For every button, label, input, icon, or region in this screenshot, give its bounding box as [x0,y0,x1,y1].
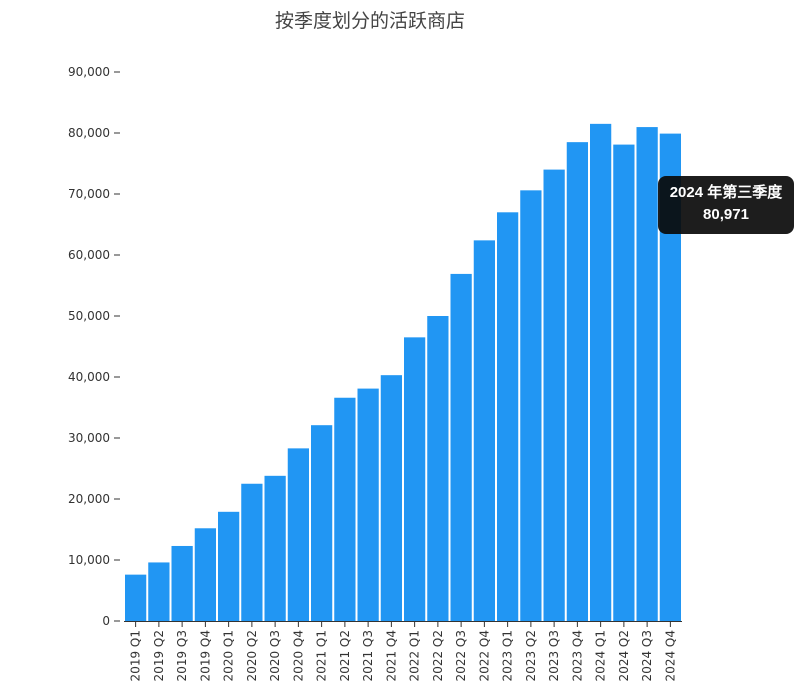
bar [334,397,356,621]
y-tick-label: 10,000 [68,553,110,567]
bar [311,425,333,621]
bar [148,562,170,621]
bar [287,448,309,621]
y-tick-label: 80,000 [68,126,110,140]
bar [194,528,216,621]
x-tick-label: 2022 Q4 [477,630,491,681]
y-tick-label: 20,000 [68,492,110,506]
x-tick-label: 2019 Q2 [152,630,166,681]
bar [613,144,635,621]
bar [659,133,681,622]
x-tick-label: 2019 Q4 [198,630,212,681]
x-tick-label: 2019 Q3 [175,630,189,681]
x-tick-label: 2021 Q3 [361,630,375,681]
y-tick-label: 60,000 [68,248,110,262]
y-tick-label: 30,000 [68,431,110,445]
x-tick-label: 2023 Q2 [524,630,538,681]
y-tick-label: 50,000 [68,309,110,323]
bar [218,511,240,621]
bar [520,190,542,621]
x-tick-label: 2022 Q1 [408,630,422,681]
bar [473,240,495,622]
x-tick-label: 2023 Q3 [547,630,561,681]
y-tick-label: 40,000 [68,370,110,384]
tooltip: 2024 年第三季度 80,971 [658,176,794,234]
bar [171,545,193,621]
x-tick-label: 2020 Q3 [268,630,282,681]
bar [636,127,658,621]
y-tick-label: 70,000 [68,187,110,201]
bar [590,123,612,621]
x-tick-label: 2023 Q4 [570,630,584,681]
x-tick-label: 2022 Q3 [454,630,468,681]
bar [241,483,263,621]
x-tick-label: 2022 Q2 [431,630,445,681]
y-tick-label: 90,000 [68,65,110,79]
x-tick-label: 2020 Q4 [291,630,305,681]
x-tick-label: 2024 Q1 [594,630,608,681]
bar [125,574,147,621]
bar [380,375,402,621]
bar [543,169,565,621]
x-tick-label: 2020 Q2 [245,630,259,681]
x-tick-label: 2021 Q4 [384,630,398,681]
y-tick-label: 0 [102,614,110,628]
bar [264,475,286,621]
bar [566,142,588,621]
x-tick-label: 2024 Q2 [617,630,631,681]
x-tick-label: 2024 Q3 [640,630,654,681]
bar [427,316,449,621]
tooltip-value: 80,971 [703,206,749,223]
chart-title: 按季度划分的活跃商店 [274,10,465,32]
x-tick-label: 2021 Q2 [338,630,352,681]
x-tick-label: 2021 Q1 [315,630,329,681]
x-tick-label: 2020 Q1 [222,630,236,681]
bar [450,273,472,621]
bar [357,388,379,621]
x-tick-label: 2019 Q1 [129,630,143,681]
x-tick-label: 2024 Q4 [663,630,677,681]
bar [404,337,426,621]
x-tick-label: 2023 Q1 [501,630,515,681]
bar [497,212,519,622]
tooltip-title: 2024 年第三季度 [669,184,783,201]
